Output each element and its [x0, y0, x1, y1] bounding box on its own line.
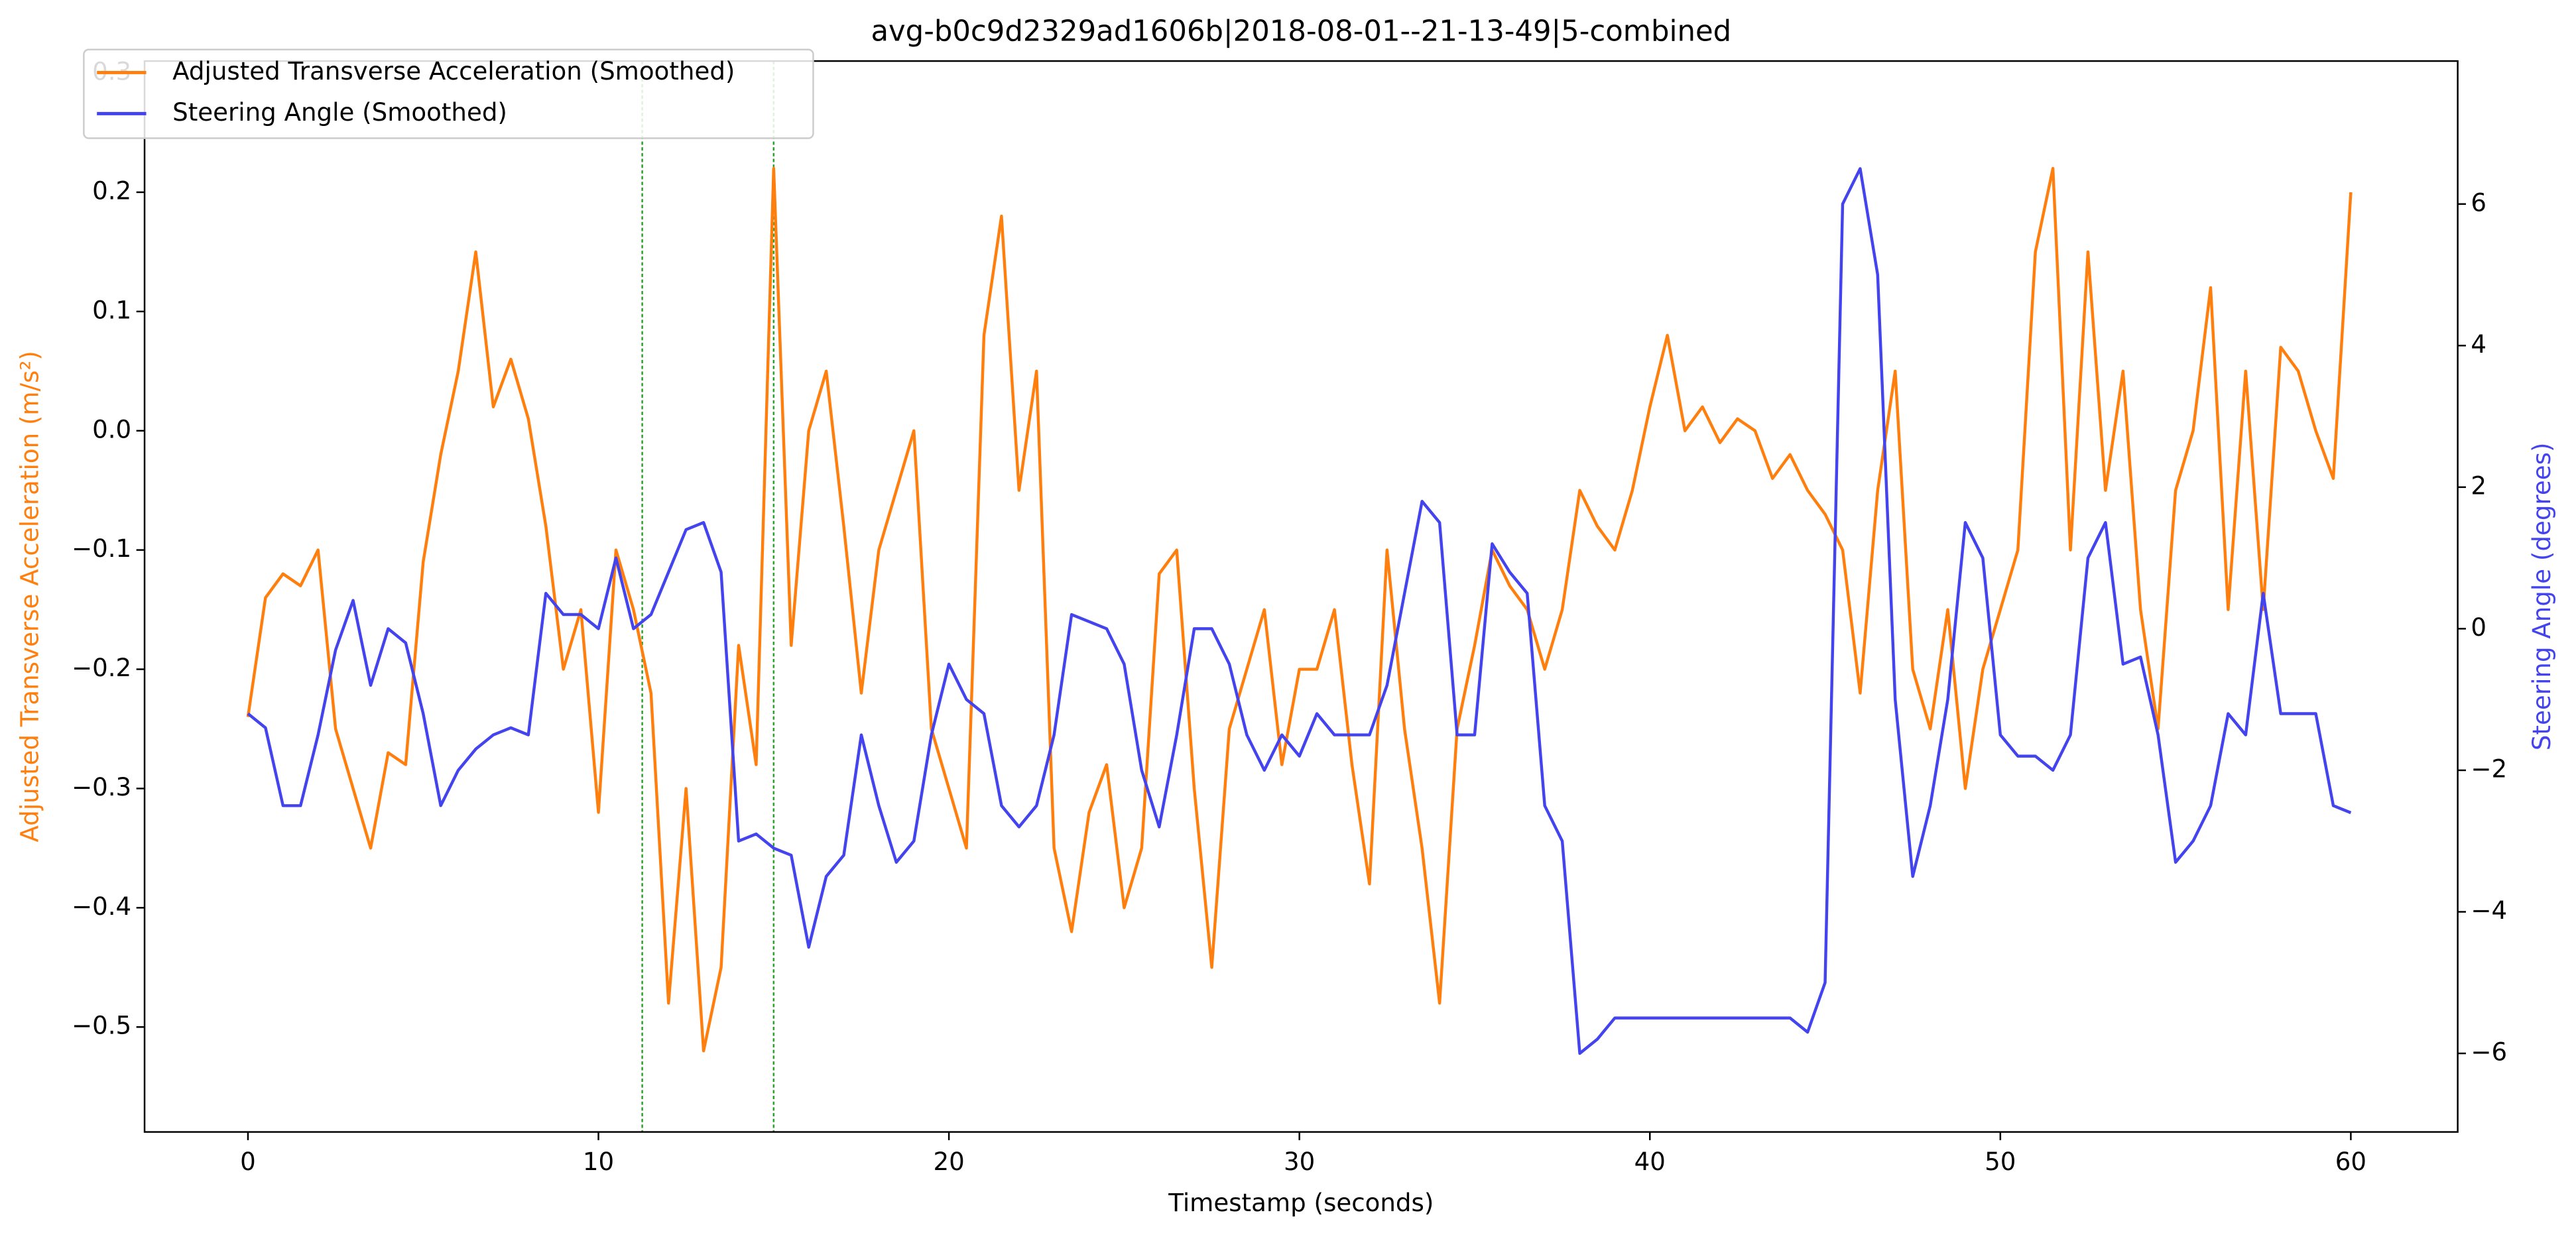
y-tick-label: −0.1	[72, 534, 131, 563]
y-axis-label: Adjusted Transverse Acceleration (m/s²)	[16, 351, 44, 842]
y-tick-label: 0.2	[92, 176, 131, 205]
y2-tick-label: −4	[2471, 896, 2507, 925]
x-tick-label: 10	[583, 1148, 614, 1176]
x-tick-label: 20	[933, 1148, 964, 1176]
x-tick-label: 50	[1985, 1148, 2016, 1176]
legend: Adjusted Transverse Acceleration (Smooth…	[83, 48, 814, 139]
legend-label: Steering Angle (Smoothed)	[172, 98, 507, 127]
y2-tick-label: 4	[2471, 330, 2486, 359]
y-tick-label: 0.0	[92, 415, 131, 443]
legend-label: Adjusted Transverse Acceleration (Smooth…	[172, 57, 735, 86]
y-tick-label: 0.1	[92, 296, 131, 324]
x-tick-label: 0	[240, 1148, 256, 1176]
y-tick-label: −0.3	[72, 773, 131, 801]
y2-tick-label: −6	[2471, 1038, 2507, 1067]
x-tick-label: 60	[2335, 1148, 2366, 1176]
chart-title: avg-b0c9d2329ad1606b|2018-08-01--21-13-4…	[871, 15, 1731, 48]
axes-frame	[143, 60, 2459, 1133]
y2-tick-label: 0	[2471, 613, 2486, 642]
x-tick-label: 40	[1634, 1148, 1666, 1176]
x-axis-label: Timestamp (seconds)	[1168, 1189, 1434, 1217]
y2-tick-label: 2	[2471, 471, 2486, 500]
y-tick-label: −0.2	[72, 654, 131, 682]
x-tick-label: 30	[1284, 1148, 1315, 1176]
y-tick-label: −0.4	[72, 892, 131, 921]
y2-tick-label: −2	[2471, 754, 2507, 783]
series-line	[247, 167, 2352, 1055]
series-line	[246, 166, 2353, 1053]
y2-axis-label: Steering Angle (degrees)	[2528, 443, 2556, 751]
y-tick-label: −0.5	[72, 1012, 131, 1040]
legend-box	[83, 48, 814, 139]
y2-tick-label: 6	[2471, 188, 2486, 217]
